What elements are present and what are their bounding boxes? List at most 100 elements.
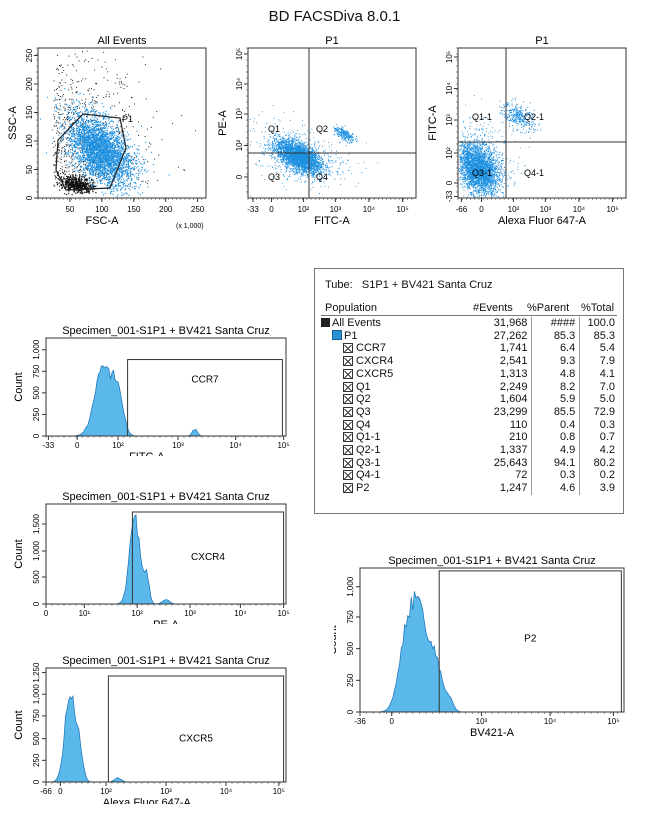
x-axis-label: Alexa Fluor 647-A — [498, 215, 587, 227]
event-count: 1,604 — [499, 393, 528, 406]
y-tick-label: 10² — [235, 139, 244, 151]
y-tick-label: 10³ — [445, 114, 454, 126]
x-tick-label: -36 — [354, 717, 366, 726]
gate-checkbox-icon[interactable] — [343, 457, 353, 468]
x-tick-label: 10² — [298, 205, 310, 214]
population-name: Q2 — [356, 393, 371, 406]
population-name: Q3 — [356, 405, 371, 418]
percent-parent: 94.1 — [531, 456, 580, 470]
population-row[interactable]: Q4-1 72 0.3 0.2 — [321, 469, 617, 483]
percent-total: 85.3 — [579, 329, 617, 343]
population-color-icon — [321, 318, 330, 327]
y-axis-label: PE-A — [217, 110, 229, 136]
gate-rectangle — [127, 359, 283, 437]
y-tick-label: 250 — [25, 48, 34, 62]
population-row[interactable]: P2 1,247 4.6 3.9 — [321, 482, 617, 495]
population-row[interactable]: Q1 2,249 8.2 7.0 — [321, 380, 617, 394]
y-axis-label: SSC-A — [7, 106, 19, 140]
tube-header: Tube: S1P1 + BV421 Santa Cruz — [325, 279, 492, 291]
histogram-alexa: Specimen_001-S1P1 + BV421 Santa Cruz Alex… — [13, 655, 287, 804]
gate-checkbox-icon[interactable] — [343, 470, 353, 481]
x-tick-label: 10⁴ — [234, 609, 247, 618]
gate-checkbox-icon[interactable] — [343, 432, 353, 443]
chart-title: Specimen_001-S1P1 + BV421 Santa Cruz — [62, 655, 270, 667]
population-row[interactable]: Q3-1 25,643 94.1 80.2 — [321, 456, 617, 470]
y-tick-label: 1,250 — [32, 662, 41, 683]
quadrant-label: Q2-1 — [524, 112, 544, 122]
population-name: Q2-1 — [356, 444, 381, 457]
y-tick-label: 0 — [32, 779, 41, 784]
y-tick-label: 10⁵ — [235, 48, 244, 60]
population-row[interactable]: CXCR5 1,313 4.8 4.1 — [321, 367, 617, 381]
gate-checkbox-icon[interactable] — [343, 368, 353, 379]
population-name: CCR7 — [356, 342, 386, 355]
gate-checkbox-icon[interactable] — [343, 483, 353, 494]
x-tick-label: -66 — [40, 787, 52, 796]
gate-checkbox-icon[interactable] — [343, 394, 353, 405]
gate-checkbox-icon[interactable] — [343, 445, 353, 456]
x-tick-label: 100 — [95, 205, 109, 214]
percent-total: 0.7 — [579, 431, 617, 445]
percent-total: 7.9 — [579, 355, 617, 368]
plot-frame — [45, 503, 287, 605]
y-axis-label: Count — [13, 539, 25, 568]
chart-title: P1 — [325, 36, 338, 47]
y-tick-label: 750 — [32, 364, 41, 378]
population-row[interactable]: Q4 110 0.4 0.3 — [321, 418, 617, 432]
x-tick-label: 10³ — [476, 717, 488, 726]
population-row[interactable]: P1 27,262 85.3 85.3 — [321, 329, 617, 343]
percent-parent: 0.4 — [531, 418, 580, 432]
event-dots — [261, 131, 339, 194]
y-tick-label: 0 — [32, 433, 41, 438]
population-row[interactable]: All Events 31,968 #### 100.0 — [321, 317, 617, 330]
x-tick-label: 10⁴ — [573, 205, 586, 214]
population-row[interactable]: Q3 23,299 85.5 72.9 — [321, 405, 617, 419]
population-row[interactable]: Q2 1,604 5.9 5.0 — [321, 393, 617, 406]
population-row[interactable]: Q2-1 1,337 4.9 4.2 — [321, 444, 617, 457]
gate-polygon — [55, 113, 127, 191]
gate-checkbox-icon[interactable] — [343, 381, 353, 392]
scatter-plot-fitc-pe: P1 FITC-A PE-A Q1 Q2 Q3 Q4 -33 0 10² 10³ 10⁴ 10⁵ 0 10²… — [217, 36, 417, 227]
x-tick-label: 10² — [112, 441, 124, 450]
gate-checkbox-icon[interactable] — [343, 356, 353, 367]
scatter-plot-alexa-fitc: P1 Alexa Fluor 647-A FITC-A Q1-1 Q2-1 Q3-1 Q4-… — [427, 36, 627, 227]
chart-title: All Events — [98, 36, 147, 47]
population-name: Q4 — [356, 418, 371, 431]
gate-checkbox-icon[interactable] — [343, 419, 353, 430]
gate-checkbox-icon[interactable] — [343, 406, 353, 417]
x-tick-label: 10⁴ — [220, 787, 233, 796]
y-tick-label: 500 — [346, 641, 355, 655]
event-count: 1,337 — [499, 444, 528, 457]
app-title: BD FACSDiva 8.0.1 — [268, 8, 401, 25]
event-count: 210 — [509, 431, 528, 444]
percent-parent: 85.3 — [531, 329, 580, 343]
column-header-parent: %Parent — [527, 302, 570, 314]
percent-parent: 0.8 — [531, 431, 580, 445]
x-tick-label: 0 — [44, 609, 49, 618]
column-header-population: Population — [325, 302, 377, 314]
event-count: 23,299 — [493, 405, 528, 418]
y-tick-label: 0 — [346, 709, 355, 714]
x-tick-label: 10² — [131, 609, 143, 618]
population-row[interactable]: CCR7 1,741 6.4 5.4 — [321, 342, 617, 356]
y-tick-label: 10⁴ — [445, 82, 454, 95]
gate-label: CXCR4 — [191, 552, 225, 563]
plot-frame — [45, 337, 287, 437]
histogram-pe: Specimen_001-S1P1 + BV421 Santa Cruz PE-A… — [13, 491, 290, 624]
event-dots — [333, 124, 358, 147]
event-count: 25,643 — [493, 456, 528, 469]
percent-parent: 8.2 — [531, 380, 580, 394]
x-tick-label: 10¹ — [79, 609, 91, 618]
x-tick-label: 200 — [159, 205, 173, 214]
percent-parent: 9.3 — [531, 355, 580, 368]
y-tick-label: 10⁵ — [445, 51, 454, 63]
x-axis-label: FITC-A — [314, 215, 350, 227]
x-axis-label: PE-A — [153, 619, 179, 624]
percent-total: 3.9 — [579, 482, 617, 495]
population-row[interactable]: CXCR4 2,541 9.3 7.9 — [321, 355, 617, 368]
gate-checkbox-icon[interactable] — [343, 343, 353, 354]
population-row[interactable]: Q1-1 210 0.8 0.7 — [321, 431, 617, 445]
x-tick-label: 10³ — [184, 609, 196, 618]
population-name: P1 — [344, 329, 358, 342]
